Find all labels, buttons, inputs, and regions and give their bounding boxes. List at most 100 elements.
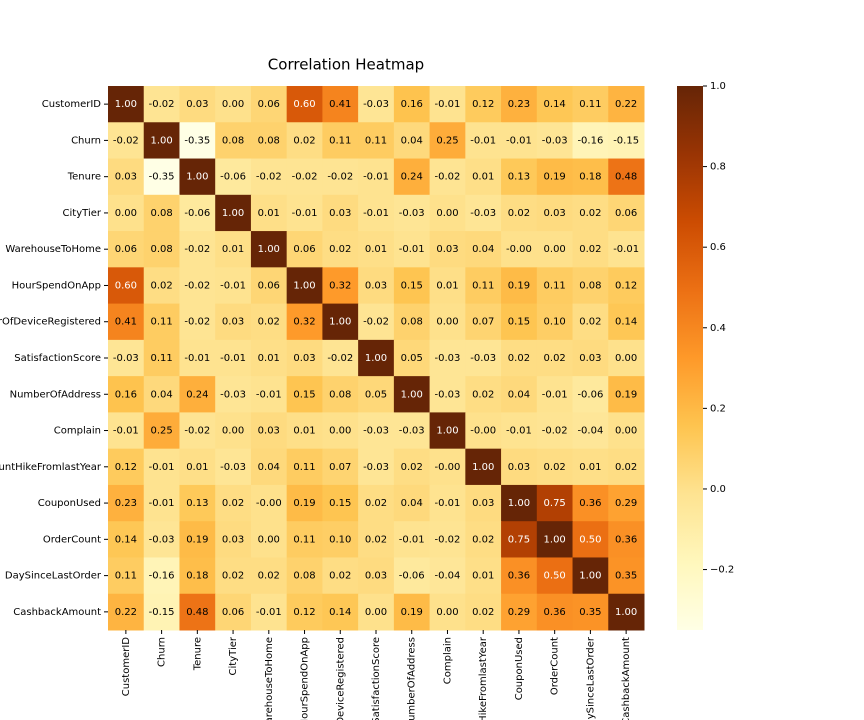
heatmap-cell <box>143 86 180 123</box>
cell-label: 0.00 <box>115 208 137 219</box>
cell-label: -0.03 <box>399 208 425 219</box>
y-tick-label: HourSpendOnApp <box>12 280 101 291</box>
cell-label: 0.01 <box>222 244 244 255</box>
heatmap-cell <box>322 448 359 486</box>
heatmap-cell <box>608 194 645 232</box>
heatmap-cell <box>465 448 502 486</box>
heatmap-cell <box>429 521 466 558</box>
cell-label: 0.19 <box>508 280 530 291</box>
cell-label: 1.00 <box>472 462 494 473</box>
heatmap-cell <box>536 412 574 450</box>
colorbar-tick-label: 1.0 <box>710 81 726 92</box>
cell-label: 0.60 <box>293 99 315 110</box>
heatmap-cell <box>572 484 609 522</box>
cell-label: 0.00 <box>436 208 458 219</box>
cell-label: 0.22 <box>615 99 637 110</box>
cell-label: -0.02 <box>327 172 353 183</box>
y-tick-label: NumberOfAddress <box>10 389 101 400</box>
cell-label: 0.18 <box>186 571 208 582</box>
heatmap-cell <box>250 376 288 413</box>
cell-label: 0.11 <box>115 571 137 582</box>
cell-label: 0.03 <box>293 353 315 364</box>
cell-label: 0.06 <box>258 99 280 110</box>
heatmap-cell <box>429 412 466 450</box>
cell-label: 0.19 <box>544 172 566 183</box>
heatmap-cell <box>250 339 288 377</box>
cell-label: 0.41 <box>115 317 137 328</box>
cell-label: -0.02 <box>184 426 210 437</box>
heatmap-cell <box>215 231 252 268</box>
heatmap-cell <box>572 412 609 450</box>
cell-label: 0.03 <box>472 498 494 509</box>
cell-label: 0.14 <box>544 99 566 110</box>
heatmap-cell <box>286 557 323 595</box>
cell-label: 0.03 <box>508 462 530 473</box>
heatmap-cell <box>143 412 180 450</box>
cell-label: 0.06 <box>258 280 280 291</box>
heatmap-cell <box>536 122 574 160</box>
cell-label: -0.00 <box>256 498 282 509</box>
cell-label: 0.10 <box>329 534 351 545</box>
heatmap-cell <box>536 194 574 232</box>
heatmap-cell <box>358 412 395 450</box>
cell-label: -0.02 <box>113 135 139 146</box>
heatmap-cell <box>608 593 645 631</box>
heatmap-cell <box>429 86 466 123</box>
cell-label: 0.01 <box>472 571 494 582</box>
heatmap-cell <box>250 593 288 631</box>
heatmap-cell <box>179 521 216 558</box>
heatmap-cell <box>108 122 145 160</box>
cell-label: -0.02 <box>184 280 210 291</box>
cell-label: -0.15 <box>613 135 639 146</box>
heatmap-cell <box>429 122 466 160</box>
cell-label: 0.13 <box>508 172 530 183</box>
heatmap-cell <box>429 376 466 413</box>
heatmap-cell <box>179 231 216 268</box>
y-tick-label: OrderAmountHikeFromlastYear <box>0 462 102 473</box>
cell-label: 0.03 <box>186 99 208 110</box>
cell-label: 0.05 <box>365 389 387 400</box>
heatmap-cell <box>465 593 502 631</box>
x-tick-label: Complain <box>442 637 453 684</box>
x-tick-label: CityTier <box>228 636 239 675</box>
cell-label: 0.01 <box>186 462 208 473</box>
cell-label: 0.02 <box>329 571 351 582</box>
cell-label: 0.06 <box>222 607 244 618</box>
cell-label: 1.00 <box>150 135 172 146</box>
heatmap-cell <box>143 303 180 341</box>
cell-label: -0.06 <box>220 172 246 183</box>
cell-label: 0.02 <box>222 571 244 582</box>
cell-label: 0.11 <box>365 135 387 146</box>
cell-label: 0.11 <box>293 462 315 473</box>
cell-label: -0.03 <box>220 389 246 400</box>
cell-label: 0.03 <box>436 244 458 255</box>
cell-label: -0.01 <box>399 244 425 255</box>
cell-label: 0.23 <box>508 99 530 110</box>
cell-label: 0.23 <box>115 498 137 509</box>
cell-label: 0.32 <box>329 280 351 291</box>
cell-label: 0.01 <box>258 208 280 219</box>
heatmap-cell <box>143 267 180 305</box>
cell-label: -0.03 <box>470 208 496 219</box>
heatmap-cell <box>572 158 609 196</box>
heatmap-cell <box>572 303 609 341</box>
heatmap-cell <box>215 412 252 450</box>
heatmap-cell <box>179 194 216 232</box>
cell-label: -0.01 <box>613 244 639 255</box>
cell-label: 0.11 <box>579 99 601 110</box>
x-tick-label: Tenure <box>192 637 203 671</box>
cell-label: 0.48 <box>186 607 208 618</box>
cell-label: -0.02 <box>363 317 389 328</box>
heatmap-cell <box>215 484 252 522</box>
heatmap-cell <box>393 448 431 486</box>
cell-label: 0.19 <box>401 607 423 618</box>
cell-label: 0.12 <box>615 280 637 291</box>
heatmap-cell <box>536 376 574 413</box>
heatmap-cell <box>179 376 216 413</box>
heatmap-cell <box>429 158 466 196</box>
cell-label: 0.18 <box>579 172 601 183</box>
heatmap-cell <box>572 86 609 123</box>
cell-label: 1.00 <box>186 172 208 183</box>
heatmap-cell <box>250 231 288 268</box>
y-tick-label: OrderCount <box>43 534 101 545</box>
